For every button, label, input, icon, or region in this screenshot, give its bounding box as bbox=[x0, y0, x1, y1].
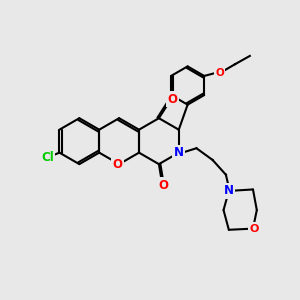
Text: O: O bbox=[250, 224, 259, 234]
Text: O: O bbox=[112, 158, 123, 171]
Text: Cl: Cl bbox=[41, 151, 54, 164]
Text: N: N bbox=[224, 184, 234, 197]
Text: O: O bbox=[168, 93, 178, 106]
Text: O: O bbox=[158, 179, 168, 192]
Text: N: N bbox=[174, 146, 184, 159]
Text: O: O bbox=[215, 68, 224, 78]
